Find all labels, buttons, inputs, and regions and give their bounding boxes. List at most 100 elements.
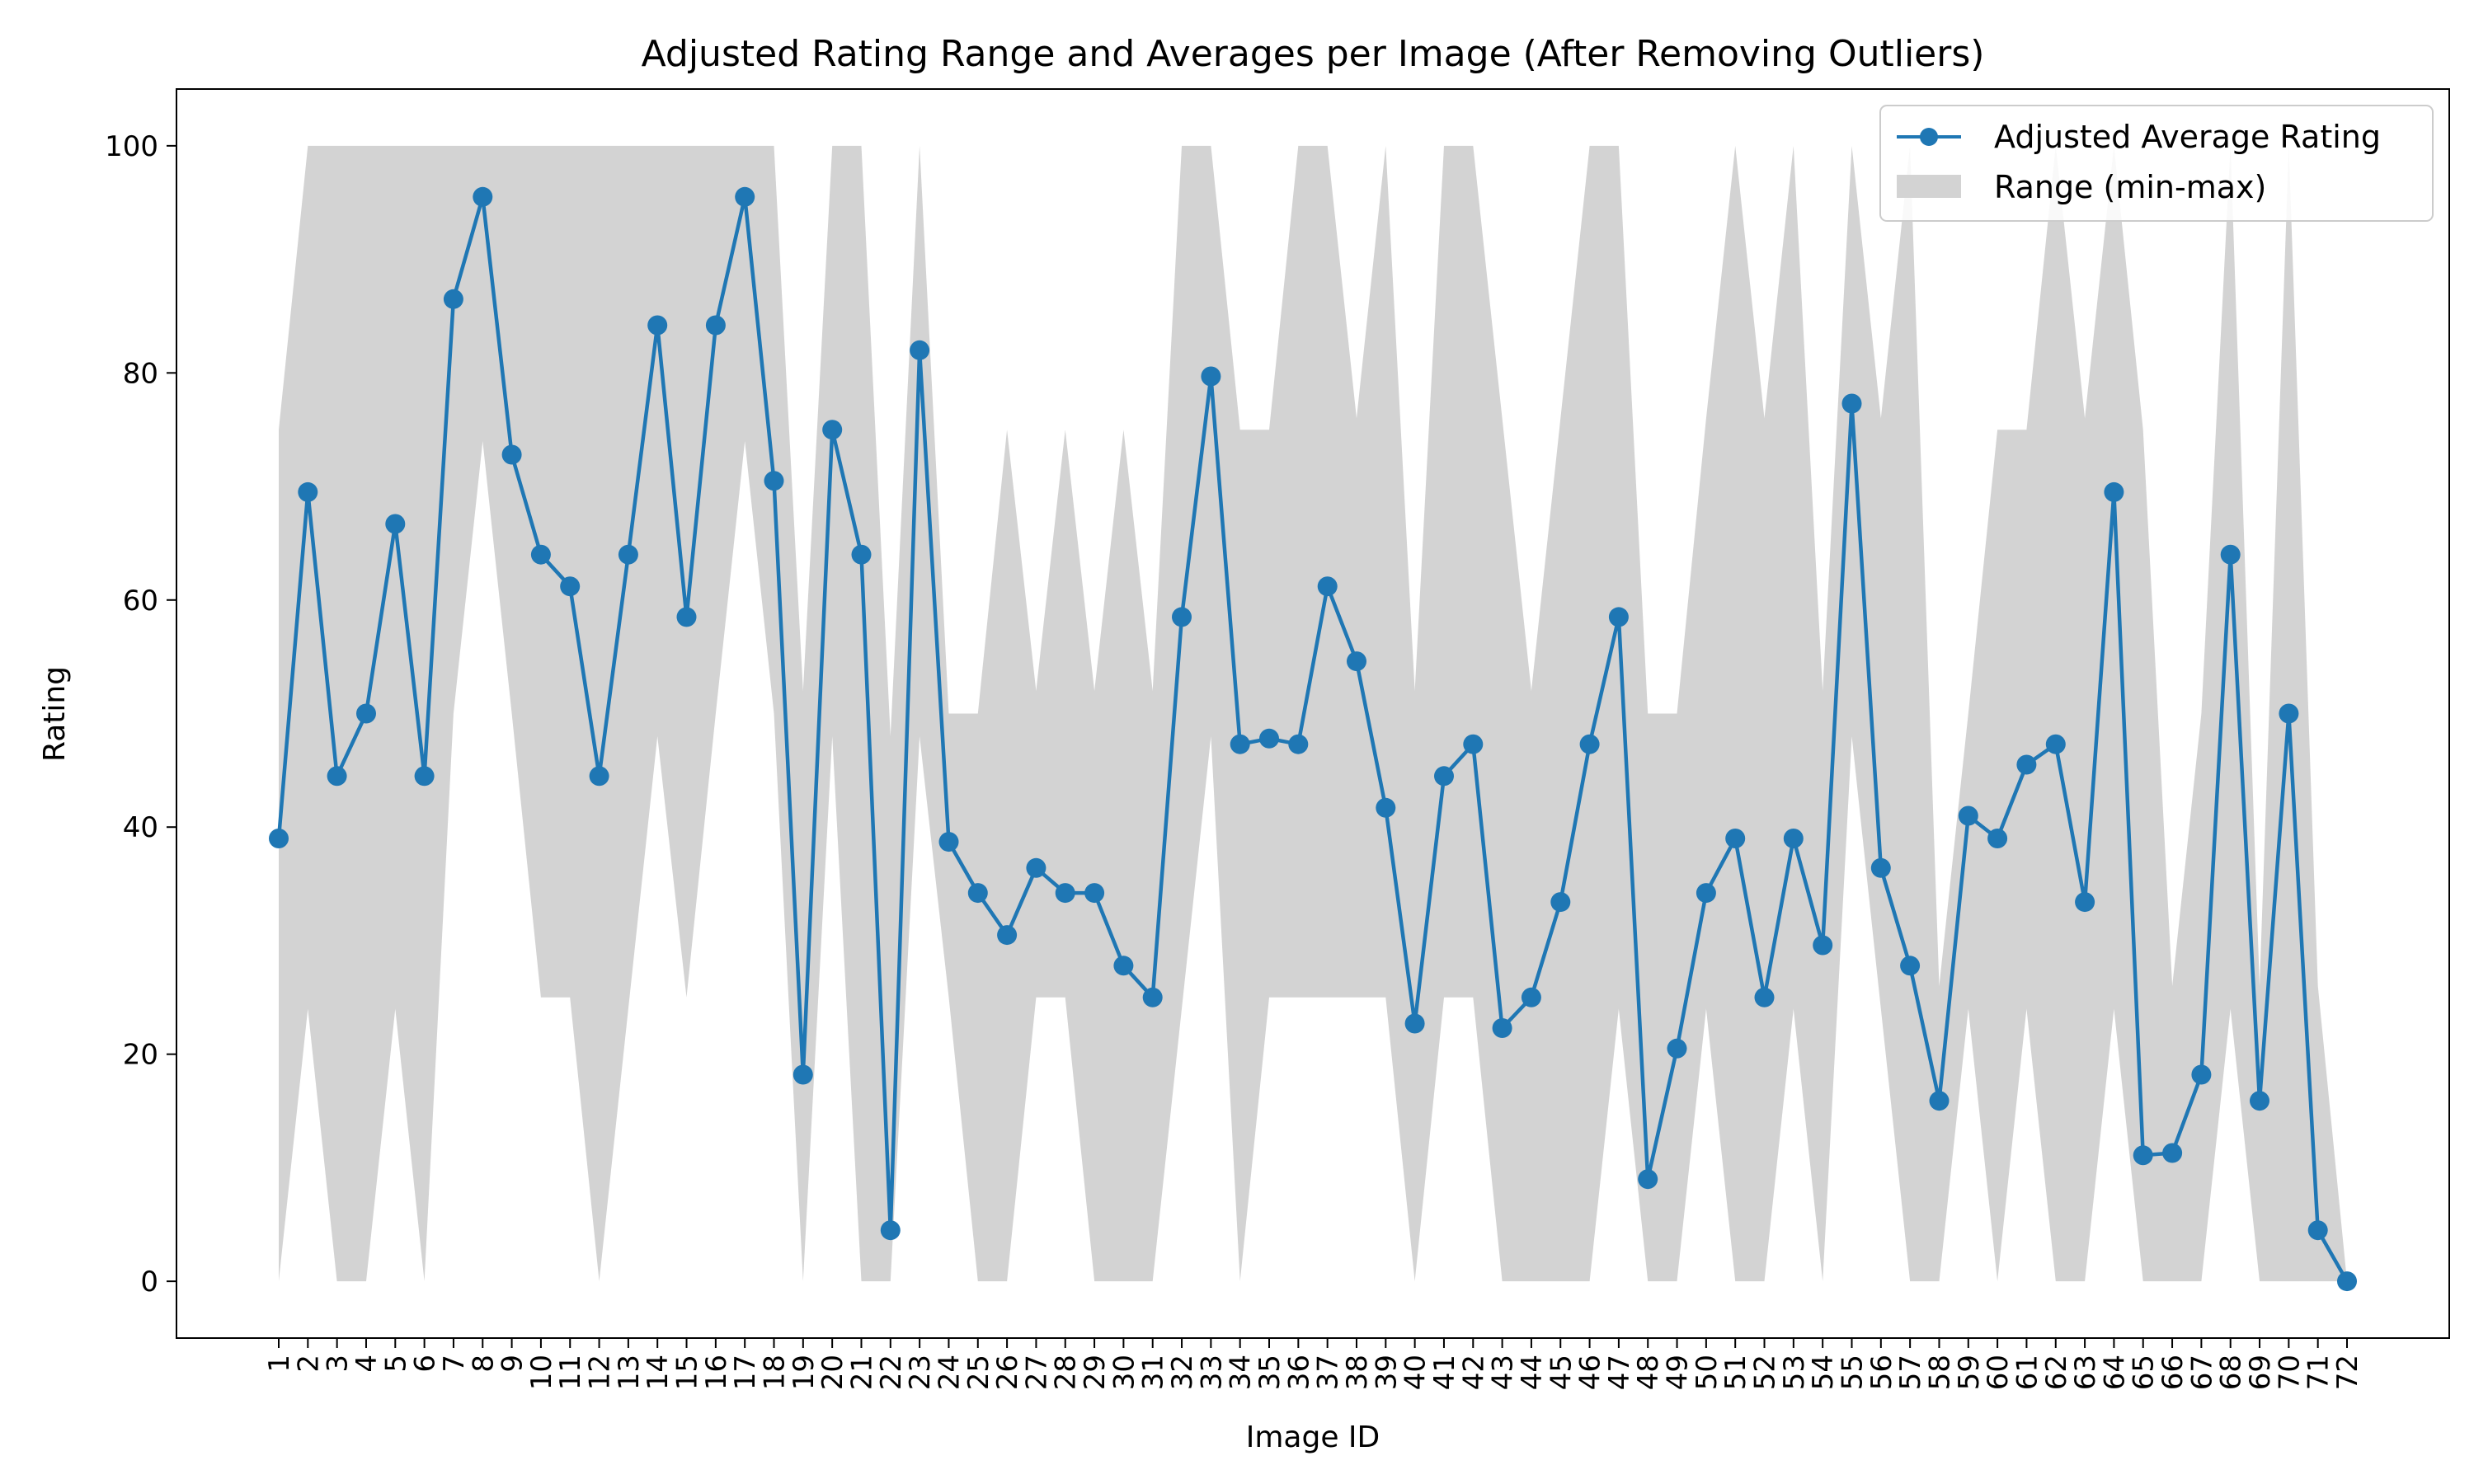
x-tick-label: 26 bbox=[991, 1355, 1024, 1390]
average-point-62 bbox=[2045, 734, 2066, 754]
average-point-28 bbox=[1055, 883, 1075, 904]
average-point-11 bbox=[560, 576, 581, 597]
average-point-63 bbox=[2075, 892, 2095, 913]
average-point-67 bbox=[2191, 1064, 2212, 1085]
x-tick-label: 43 bbox=[1487, 1355, 1520, 1390]
x-tick-label: 72 bbox=[2331, 1355, 2364, 1390]
x-tick-label: 69 bbox=[2244, 1355, 2277, 1390]
x-tick-label: 21 bbox=[846, 1355, 879, 1390]
average-point-51 bbox=[1725, 829, 1746, 848]
x-tick-label: 34 bbox=[1225, 1355, 1258, 1390]
average-point-41 bbox=[1434, 766, 1454, 787]
average-point-43 bbox=[1492, 1018, 1512, 1038]
x-tick-label: 17 bbox=[729, 1355, 762, 1390]
legend-marker-swatch bbox=[1920, 128, 1938, 146]
average-rating-line bbox=[276, 195, 2349, 1283]
x-tick-label: 67 bbox=[2185, 1355, 2218, 1390]
x-tick-label: 16 bbox=[700, 1355, 733, 1390]
average-point-68 bbox=[2220, 544, 2241, 565]
x-axis-label: Image ID bbox=[1246, 1421, 1380, 1454]
average-point-9 bbox=[501, 444, 522, 465]
plot-frame bbox=[176, 88, 2450, 1339]
y-tick-label: 20 bbox=[123, 1039, 158, 1072]
average-point-72 bbox=[2337, 1271, 2357, 1292]
average-point-1 bbox=[269, 829, 289, 848]
average-point-19 bbox=[793, 1064, 813, 1085]
x-tick-label: 32 bbox=[1166, 1355, 1199, 1390]
x-tick-label: 46 bbox=[1574, 1355, 1607, 1390]
average-point-32 bbox=[1172, 607, 1192, 627]
x-tick-label: 62 bbox=[2040, 1355, 2073, 1390]
average-point-36 bbox=[1288, 734, 1309, 754]
y-tick-label: 80 bbox=[123, 357, 158, 390]
average-point-20 bbox=[822, 420, 843, 440]
x-tick-label: 60 bbox=[1982, 1355, 2015, 1390]
x-tick-label: 63 bbox=[2069, 1355, 2102, 1390]
x-tick-label: 15 bbox=[671, 1355, 704, 1390]
average-point-66 bbox=[2162, 1143, 2183, 1163]
average-point-15 bbox=[676, 607, 697, 627]
x-tick-label: 64 bbox=[2098, 1355, 2131, 1390]
average-point-22 bbox=[880, 1220, 901, 1241]
x-tick-label: 31 bbox=[1137, 1355, 1170, 1390]
x-tick-label: 5 bbox=[379, 1355, 412, 1373]
x-tick-label: 56 bbox=[1865, 1355, 1898, 1390]
average-point-5 bbox=[385, 514, 406, 534]
x-tick-label: 7 bbox=[438, 1355, 471, 1373]
average-point-7 bbox=[443, 289, 463, 309]
average-point-54 bbox=[1813, 935, 1833, 956]
average-point-21 bbox=[851, 544, 872, 565]
average-point-53 bbox=[1783, 829, 1804, 848]
legend-box bbox=[1879, 105, 2434, 222]
y-tick-label: 60 bbox=[123, 585, 158, 618]
average-point-16 bbox=[705, 315, 726, 336]
x-tick-label: 4 bbox=[350, 1355, 383, 1373]
x-tick-label: 44 bbox=[1516, 1355, 1549, 1390]
x-tick-label: 12 bbox=[584, 1355, 617, 1390]
average-point-27 bbox=[1026, 857, 1047, 878]
x-tick-label: 47 bbox=[1603, 1355, 1636, 1390]
chart-title: Adjusted Rating Range and Averages per I… bbox=[642, 33, 1985, 75]
average-point-35 bbox=[1259, 728, 1279, 749]
x-tick-label: 13 bbox=[613, 1355, 646, 1390]
x-tick-label: 51 bbox=[1719, 1355, 1752, 1390]
average-point-50 bbox=[1696, 883, 1716, 904]
x-tick-label: 40 bbox=[1399, 1355, 1432, 1390]
x-tick-label: 48 bbox=[1632, 1355, 1665, 1390]
average-point-34 bbox=[1230, 734, 1250, 754]
x-tick-label: 19 bbox=[788, 1355, 821, 1390]
x-tick-label: 37 bbox=[1312, 1355, 1345, 1390]
average-point-47 bbox=[1608, 607, 1629, 627]
average-point-14 bbox=[647, 315, 668, 336]
x-tick-label: 29 bbox=[1079, 1355, 1112, 1390]
y-tick-label: 0 bbox=[140, 1266, 158, 1298]
x-tick-label: 42 bbox=[1457, 1355, 1490, 1390]
average-point-44 bbox=[1521, 987, 1541, 1007]
legend-band-swatch bbox=[1897, 175, 1961, 198]
x-tick-label: 22 bbox=[875, 1355, 908, 1390]
x-tick-label: 9 bbox=[496, 1355, 529, 1373]
x-tick-label: 68 bbox=[2215, 1355, 2248, 1390]
x-tick-label: 2 bbox=[292, 1355, 325, 1373]
average-point-23 bbox=[910, 340, 930, 360]
average-point-48 bbox=[1638, 1169, 1658, 1190]
average-point-4 bbox=[356, 703, 376, 724]
x-tick-label: 49 bbox=[1662, 1355, 1695, 1390]
x-tick-label: 11 bbox=[554, 1355, 587, 1390]
x-tick-label: 36 bbox=[1282, 1355, 1315, 1390]
average-line-layer bbox=[276, 195, 2349, 1283]
average-point-18 bbox=[764, 471, 784, 491]
x-tick-label: 50 bbox=[1691, 1355, 1724, 1390]
average-point-3 bbox=[327, 766, 347, 787]
range-band-layer bbox=[279, 145, 2347, 1282]
x-tick-label: 41 bbox=[1428, 1355, 1461, 1390]
average-point-17 bbox=[735, 186, 755, 207]
average-point-31 bbox=[1142, 987, 1163, 1007]
range-band bbox=[279, 145, 2347, 1282]
average-point-60 bbox=[1987, 829, 2008, 848]
average-markers-layer bbox=[269, 186, 2357, 1292]
average-point-2 bbox=[298, 481, 318, 502]
average-point-65 bbox=[2133, 1145, 2153, 1166]
x-tick-label: 10 bbox=[525, 1355, 558, 1390]
